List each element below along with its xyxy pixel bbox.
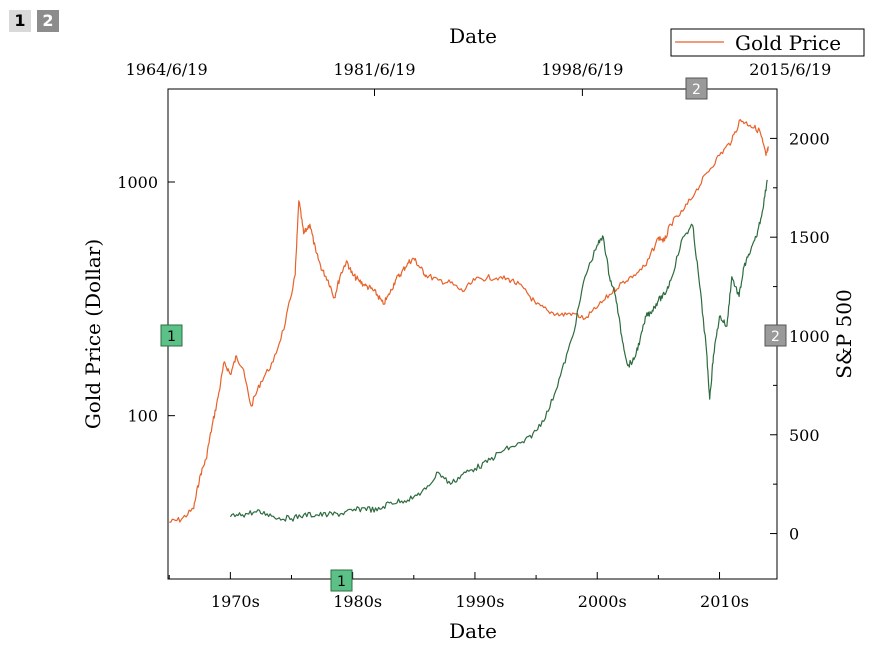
bottom-tick-label: 1980s <box>333 592 382 611</box>
right-tick-label: 1500 <box>789 228 830 247</box>
left-tick-label: 1000 <box>117 173 158 192</box>
top-tick-label: 1964/6/19 <box>126 60 208 79</box>
top-axis-ticks: 1964/6/19 1981/6/19 1998/6/19 2015/6/19 <box>126 60 831 96</box>
left-axis-label: Gold Price (Dollar) <box>81 239 105 429</box>
plot-frame <box>167 88 778 580</box>
layer-marker-top-label: 2 <box>692 82 701 98</box>
right-tick-label: 1000 <box>789 327 830 346</box>
right-tick-label: 2000 <box>789 129 830 148</box>
left-axis-ticks: 100 1000 <box>117 173 175 426</box>
layer-tab-2[interactable]: 2 <box>37 10 59 32</box>
bottom-tick-label: 2000s <box>578 592 627 611</box>
top-tick-label: 2015/6/19 <box>749 60 831 79</box>
right-tick-label: 0 <box>789 525 799 544</box>
right-tick-label: 500 <box>789 426 820 445</box>
bottom-tick-label: 2010s <box>700 592 749 611</box>
left-tick-label: 100 <box>127 407 158 426</box>
layer-tab-1[interactable]: 1 <box>9 10 31 32</box>
right-axis-label: S&P 500 <box>832 289 856 379</box>
series-layer <box>169 118 769 523</box>
layer-marker-right-label: 2 <box>771 329 780 345</box>
top-axis-label: Date <box>449 24 497 48</box>
top-tick-label: 1998/6/19 <box>541 60 623 79</box>
bottom-tick-label: 1990s <box>455 592 504 611</box>
layer-marker-top[interactable]: 2 <box>685 77 708 100</box>
right-axis-ticks: 0 500 1000 1500 2000 <box>770 88 830 544</box>
top-tick-label: 1981/6/19 <box>333 60 415 79</box>
bottom-tick-label: 1970s <box>211 592 260 611</box>
bottom-axis-label: Date <box>449 619 497 643</box>
layer-marker-bottom-label: 1 <box>337 574 346 590</box>
legend-label-gold: Gold Price <box>735 31 841 55</box>
layer-marker-bottom[interactable]: 1 <box>330 569 353 592</box>
layer-marker-right[interactable]: 2 <box>764 324 787 347</box>
layer-marker-left-label: 1 <box>167 329 176 345</box>
series-line-sp500 <box>229 179 768 522</box>
legend[interactable]: Gold Price <box>670 28 865 57</box>
bottom-axis-ticks: 1970s 1980s 1990s 2000s 2010s <box>168 572 749 611</box>
layer-marker-left[interactable]: 1 <box>160 324 183 347</box>
series-line-gold-price <box>169 118 769 523</box>
